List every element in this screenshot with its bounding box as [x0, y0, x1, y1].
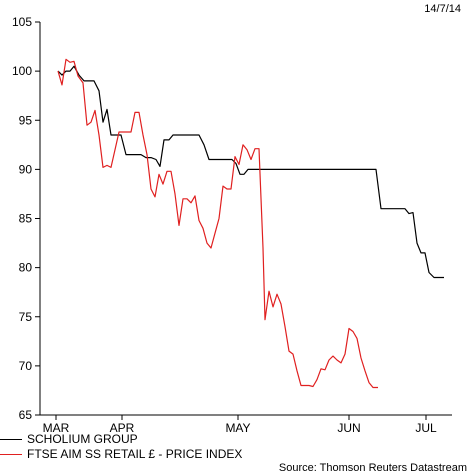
- legend-swatch-red: [0, 453, 22, 455]
- chart-axes: [39, 22, 452, 416]
- y-tick-label: 70: [19, 359, 33, 373]
- x-tick-label: JUL: [415, 421, 437, 435]
- source-note: Source: Thomson Reuters Datastream: [278, 462, 467, 474]
- x-tick-label: JUN: [337, 421, 360, 435]
- legend-label-scholium: SCHOLIUM GROUP: [27, 432, 138, 446]
- y-tick-label: 100: [12, 64, 32, 78]
- x-tick-label: MAY: [225, 421, 250, 435]
- y-axis-ticks: 65 70 75 80 85 90 95 100 105: [12, 15, 40, 422]
- x-axis-ticks: MAR APR MAY JUN JUL: [43, 415, 437, 435]
- y-tick-label: 80: [19, 261, 33, 275]
- legend-swatch-black: [0, 438, 22, 440]
- y-tick-label: 85: [19, 212, 33, 226]
- series-line-1: [57, 58, 378, 389]
- series-line-0: [57, 65, 444, 279]
- legend-item-scholium: SCHOLIUM GROUP: [0, 432, 138, 446]
- x-tick-label: APR: [110, 421, 135, 435]
- chart-series: [57, 58, 444, 389]
- date-label: 14/7/14: [424, 3, 461, 15]
- legend-item-ftse: FTSE AIM SS RETAIL £ - PRICE INDEX: [0, 447, 242, 461]
- y-tick-label: 90: [19, 162, 33, 176]
- y-tick-label: 105: [12, 15, 32, 29]
- y-tick-label: 95: [19, 113, 33, 127]
- x-tick-label: MAR: [43, 421, 70, 435]
- legend-label-ftse: FTSE AIM SS RETAIL £ - PRICE INDEX: [27, 447, 243, 461]
- y-tick-label: 75: [19, 310, 33, 324]
- y-tick-label: 65: [19, 408, 33, 422]
